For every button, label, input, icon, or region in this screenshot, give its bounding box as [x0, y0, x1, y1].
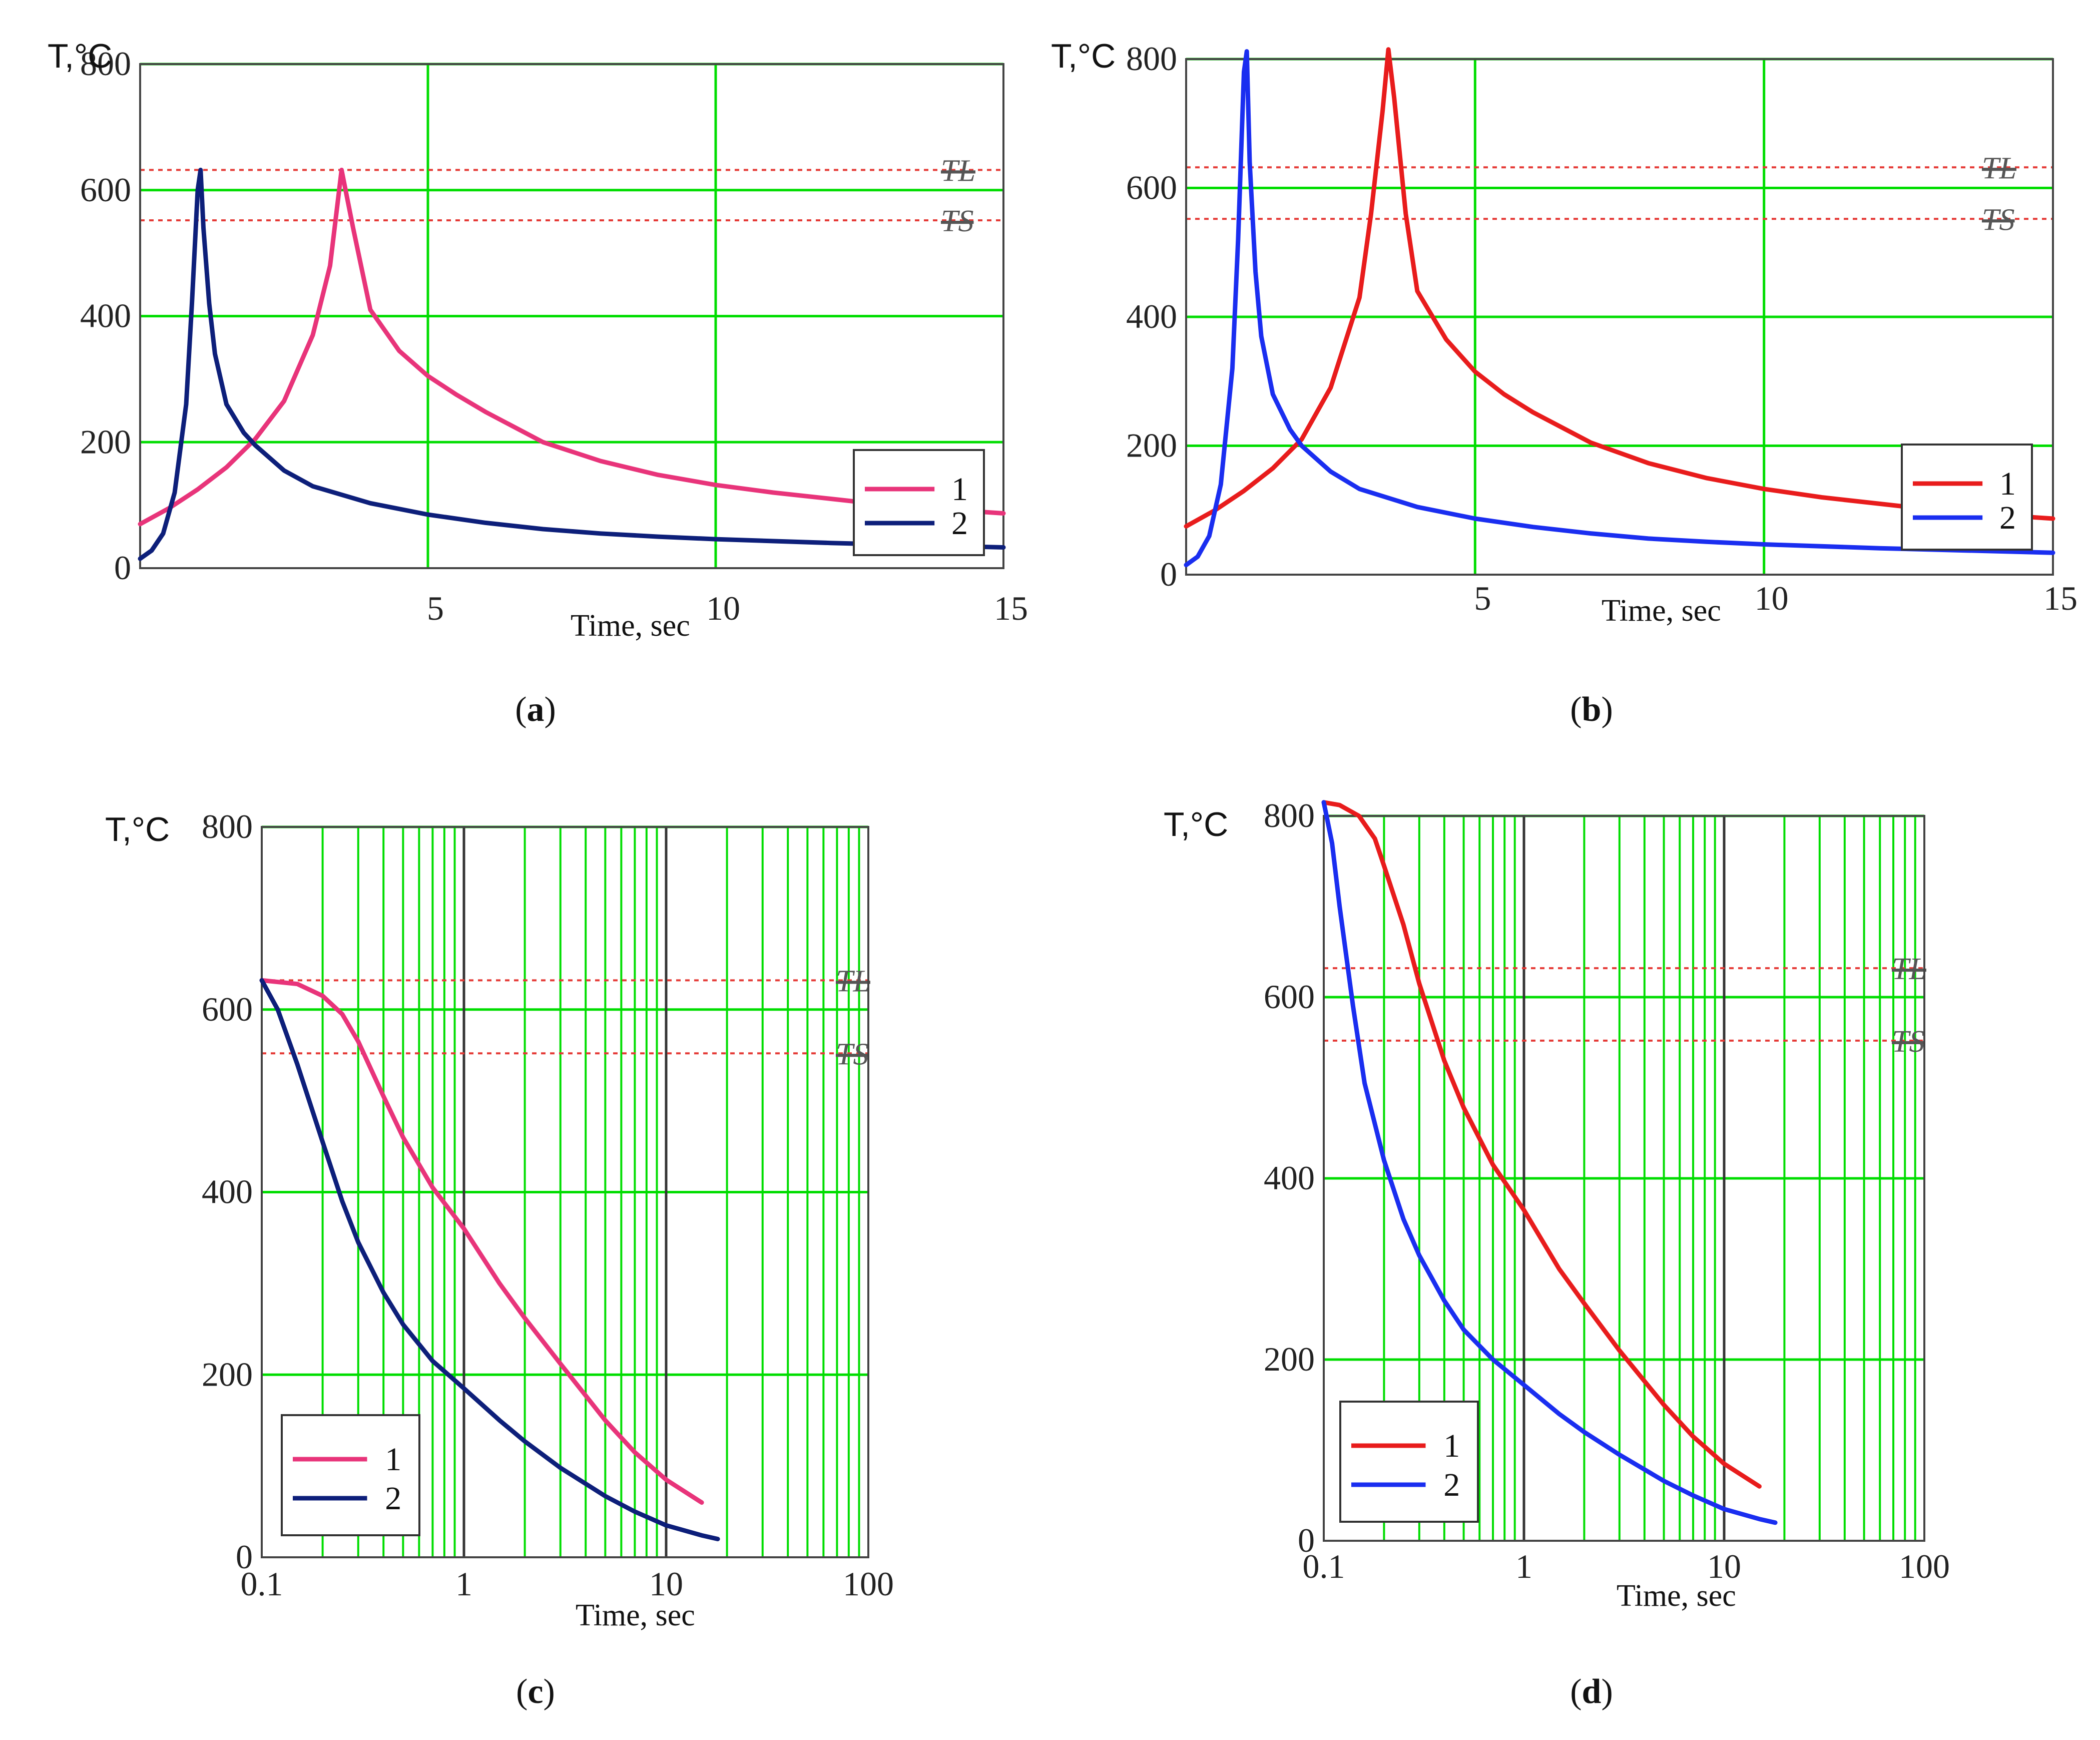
chart-panel-d: TL TS 0 200 400 600 800 0.1 1 10 100 T,°C Time, sec 1… [1164, 796, 1950, 1711]
x-axis-label: Time, sec [571, 609, 690, 643]
x-tick-label: 1 [1515, 1547, 1532, 1585]
threshold-label-tl: TL [1892, 952, 1926, 986]
x-axis-label: Time, sec [1602, 594, 1721, 628]
series-line-1 [138, 168, 1006, 527]
legend-label-1: 1 [385, 1441, 401, 1478]
y-tick-label: 200 [1264, 1340, 1315, 1378]
chart-panel-a: TL TS 0 200 400 600 800 5 10 15 T,°C Time, sec 12 (a) [48, 37, 1028, 729]
legend-label-1: 1 [951, 471, 968, 508]
plot-frame [1323, 815, 1925, 1542]
legend: 12 [1901, 444, 2033, 551]
caption-letter: a [527, 690, 545, 729]
y-tick-label: 400 [1126, 297, 1177, 335]
x-tick-label: 10 [706, 589, 740, 627]
x-tick-label: 1 [455, 1565, 472, 1603]
y-tick-label: 600 [202, 990, 253, 1028]
threshold-label-ts: TS [941, 204, 973, 238]
series-line-2 [1184, 49, 2055, 568]
x-tick-label: 100 [843, 1565, 894, 1603]
plot-frame [1185, 58, 2054, 576]
panel-caption: (c) [516, 1672, 555, 1711]
legend-label-1: 1 [1443, 1428, 1460, 1464]
x-tick-label: 5 [427, 589, 444, 627]
x-tick-label: 10 [649, 1565, 683, 1603]
y-tick-label: 800 [80, 45, 131, 83]
legend-label-2: 2 [951, 505, 968, 542]
legend-label-2: 2 [385, 1480, 401, 1517]
caption-open: ( [515, 690, 527, 729]
caption-letter: b [1582, 690, 1602, 729]
y-tick-label: 800 [202, 807, 253, 845]
y-tick-label: 400 [1264, 1159, 1315, 1197]
caption-close: ) [544, 1672, 555, 1711]
y-tick-label: 200 [202, 1355, 253, 1393]
x-tick-label: 15 [2043, 579, 2077, 617]
legend-box [1901, 444, 2033, 551]
legend-label-1: 1 [1999, 466, 2016, 502]
x-tick-label: 10 [1707, 1547, 1741, 1585]
legend: 12 [1339, 1401, 1479, 1523]
y-axis-label: T,°C [48, 37, 112, 75]
x-tick-label: 5 [1474, 579, 1491, 617]
caption-open: ( [1570, 690, 1582, 729]
threshold-label-ts: TS [836, 1037, 868, 1071]
caption-letter: c [528, 1672, 543, 1711]
series-line-1 [259, 978, 704, 1505]
y-tick-label: 400 [202, 1173, 253, 1211]
panel-caption: (a) [515, 690, 556, 729]
legend: 12 [281, 1414, 420, 1536]
x-tick-label: 15 [994, 589, 1028, 627]
threshold-label-tl: TL [836, 964, 870, 998]
caption-letter: d [1582, 1672, 1602, 1711]
x-tick-label: 0.1 [1303, 1547, 1345, 1585]
x-tick-label: 100 [1899, 1547, 1950, 1585]
y-axis-label: T,°C [105, 810, 170, 848]
panel-caption: (d) [1570, 1672, 1613, 1711]
y-tick-label: 0 [114, 549, 131, 587]
series-line-2 [259, 978, 720, 1541]
plot-frame [261, 826, 869, 1558]
legend-label-2: 2 [1443, 1467, 1460, 1503]
threshold-label-tl: TL [1982, 151, 2016, 185]
y-axis-label: T,°C [1164, 805, 1228, 843]
legend: 12 [853, 449, 985, 556]
legend-box [281, 1414, 420, 1536]
threshold-label-ts: TS [1982, 203, 2014, 237]
chart-panel-b: TL TS 0 200 400 600 800 5 10 15 T,°C Time, sec 12 (b) [1051, 37, 2077, 729]
legend-label-2: 2 [1999, 500, 2016, 536]
x-tick-label: 10 [1755, 579, 1789, 617]
legend-box [853, 449, 985, 556]
y-tick-label: 0 [1298, 1521, 1315, 1559]
y-tick-label: 400 [80, 297, 131, 335]
x-axis-label: Time, sec [1617, 1579, 1736, 1613]
series-line-2 [1321, 800, 1778, 1525]
y-tick-label: 600 [1126, 169, 1177, 207]
caption-close: ) [1601, 690, 1613, 729]
caption-open: ( [516, 1672, 528, 1711]
legend-box [1339, 1401, 1479, 1523]
series-line-2 [138, 168, 1006, 561]
caption-close: ) [1601, 1672, 1613, 1711]
y-tick-label: 600 [80, 171, 131, 209]
y-tick-label: 600 [1264, 978, 1315, 1016]
y-tick-label: 200 [1126, 426, 1177, 465]
x-tick-label: 0.1 [241, 1565, 283, 1603]
threshold-label-ts: TS [1892, 1025, 1924, 1059]
y-tick-label: 800 [1264, 796, 1315, 834]
y-axis-label: T,°C [1051, 37, 1116, 75]
y-tick-label: 0 [1160, 555, 1177, 593]
threshold-label-tl: TL [941, 154, 975, 188]
panel-caption: (b) [1570, 690, 1613, 729]
plot-frame [139, 63, 1004, 569]
y-tick-label: 200 [80, 422, 131, 461]
caption-close: ) [545, 690, 556, 729]
x-axis-label: Time, sec [576, 1598, 695, 1632]
y-tick-label: 800 [1126, 40, 1177, 78]
series-line-1 [1184, 47, 2055, 529]
caption-open: ( [1570, 1672, 1582, 1711]
chart-panel-c: TL TS 0 200 400 600 800 0.1 1 10 100 T,°C Time, sec 1… [105, 807, 894, 1711]
y-tick-label: 0 [236, 1538, 253, 1576]
series-line-1 [1321, 800, 1762, 1489]
